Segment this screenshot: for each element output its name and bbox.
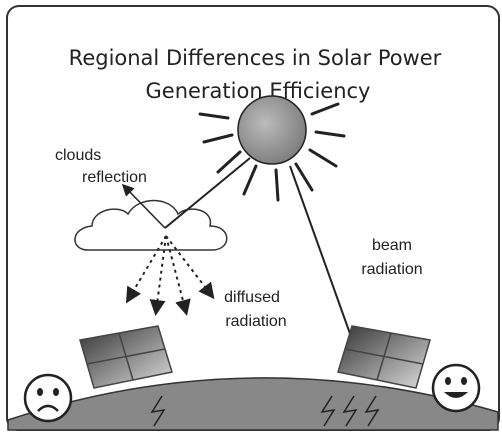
label: radiation — [361, 261, 422, 278]
label: beam — [372, 237, 412, 254]
cloud — [74, 199, 228, 251]
lightning — [150, 395, 380, 427]
solar-panel — [79, 325, 173, 389]
sun — [198, 95, 346, 202]
ground — [7, 377, 499, 431]
sad-face — [23, 373, 73, 423]
label: radiation — [225, 313, 286, 330]
beam-ray — [289, 165, 359, 357]
diffused-arrows — [125, 235, 215, 316]
happy-face — [431, 363, 481, 413]
incoming-ray — [164, 157, 251, 229]
label: diffused — [224, 289, 280, 306]
title-line: Regional Differences in Solar Power — [69, 46, 442, 70]
reflection-arrow — [121, 183, 166, 229]
solar-panel — [337, 325, 431, 389]
label: clouds — [55, 147, 101, 164]
label: reflection — [82, 169, 147, 186]
